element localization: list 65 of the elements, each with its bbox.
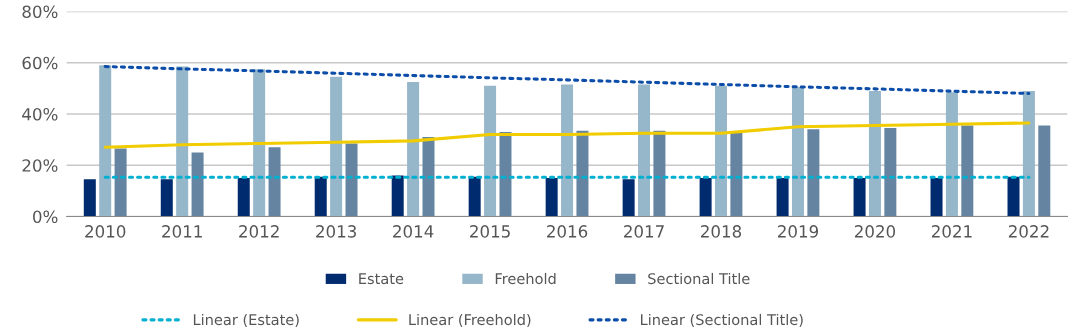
legend-label: Linear (Sectional Title) — [641, 313, 803, 327]
bar — [930, 178, 943, 217]
bar — [868, 90, 881, 217]
bar — [622, 179, 635, 217]
x-tick-label: 2011 — [162, 225, 202, 238]
line-series — [103, 65, 1031, 96]
bar — [776, 178, 789, 217]
bar — [791, 87, 804, 217]
bar — [191, 152, 204, 217]
x-tick-label: 2015 — [470, 225, 510, 238]
x-tick-label: 2022 — [1008, 225, 1049, 238]
bar — [653, 130, 666, 217]
bar — [638, 84, 651, 217]
bar — [314, 176, 327, 217]
x-tick-label: 2020 — [854, 225, 896, 238]
legend-label: Estate — [359, 273, 404, 285]
bar — [499, 131, 512, 217]
bar — [176, 66, 189, 217]
bar — [576, 130, 589, 217]
x-tick-label: 2017 — [624, 225, 664, 238]
bar — [853, 178, 866, 217]
y-tick-label: 80% — [22, 5, 58, 19]
x-tick-label: 2016 — [547, 225, 588, 238]
bar — [468, 176, 481, 217]
x-tick-label: 2014 — [393, 225, 434, 238]
legend-label: Freehold — [495, 272, 556, 285]
bar — [422, 137, 435, 217]
y-tick-label: 0% — [33, 210, 58, 224]
bar — [1007, 176, 1020, 217]
bar — [545, 178, 558, 217]
bar — [237, 178, 250, 217]
x-tick-label: 2010 — [85, 225, 126, 238]
x-tick-label: 2012 — [239, 225, 279, 238]
bar — [83, 179, 96, 217]
x-tick-label: 2013 — [316, 225, 356, 238]
bar — [114, 148, 127, 217]
bar — [391, 175, 404, 217]
bar — [330, 76, 343, 217]
bar — [961, 125, 974, 217]
line-series — [103, 121, 1031, 149]
bar — [345, 143, 358, 217]
bar — [1022, 90, 1035, 217]
bar — [407, 81, 420, 217]
x-tick-label: 2021 — [931, 225, 972, 238]
x-tick-label: 2018 — [701, 225, 742, 238]
legend-label: Linear (Freehold) — [409, 313, 531, 327]
bar — [1038, 125, 1051, 217]
y-tick-label: 20% — [22, 159, 58, 172]
bar — [699, 178, 712, 217]
y-tick-label: 60% — [22, 56, 58, 70]
bar — [884, 128, 897, 217]
bar — [561, 84, 574, 217]
bar — [268, 147, 281, 217]
legend-label: Linear (Estate) — [193, 313, 299, 327]
x-tick-label: 2019 — [777, 225, 819, 238]
bar — [99, 65, 112, 217]
bar — [160, 179, 173, 217]
bar — [730, 131, 743, 217]
y-tick-label: 40% — [22, 107, 58, 121]
legend-label: Sectional Title — [648, 272, 750, 285]
bar — [484, 85, 497, 217]
bar — [945, 92, 958, 217]
bar — [253, 69, 266, 217]
bar — [807, 129, 820, 217]
bar — [715, 85, 728, 217]
